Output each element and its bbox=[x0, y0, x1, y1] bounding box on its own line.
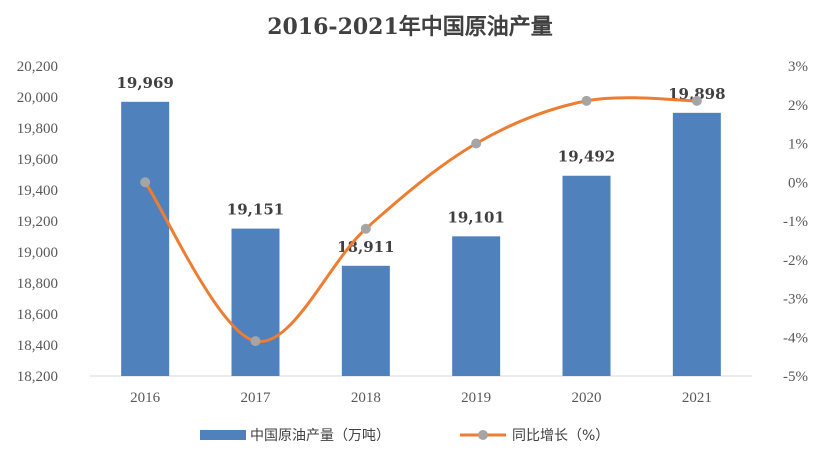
left-tick-label: 18,200 bbox=[17, 369, 58, 385]
right-tick-label: 3% bbox=[788, 59, 808, 75]
legend-label-line: 同比增长（%） bbox=[512, 428, 609, 444]
line-point bbox=[581, 95, 592, 106]
bar-data-label: 19,101 bbox=[447, 208, 504, 226]
legend-label-bar: 中国原油产量（万吨） bbox=[250, 428, 390, 444]
x-axis: 2016 2017 2018 2019 2020 2021 bbox=[130, 390, 712, 406]
line-point bbox=[691, 95, 702, 106]
x-tick-label: 2017 bbox=[241, 390, 272, 406]
bar bbox=[341, 265, 390, 376]
bar-data-label: 19,969 bbox=[116, 74, 173, 92]
line-series bbox=[140, 95, 702, 347]
legend-swatch-bar bbox=[200, 430, 246, 440]
left-tick-label: 19,600 bbox=[17, 152, 58, 168]
bar bbox=[452, 236, 501, 376]
right-tick-label: -1% bbox=[783, 214, 808, 230]
line-point bbox=[471, 138, 482, 149]
bar-data-label: 19,492 bbox=[558, 148, 615, 166]
bar-data-label: 19,898 bbox=[668, 85, 725, 103]
left-tick-label: 18,800 bbox=[17, 276, 58, 292]
left-tick-label: 18,400 bbox=[17, 338, 58, 354]
bar bbox=[121, 101, 170, 377]
right-tick-label: 1% bbox=[788, 137, 808, 153]
legend: 中国原油产量（万吨） 同比增长（%） bbox=[200, 428, 609, 444]
left-tick-label: 18,600 bbox=[17, 307, 58, 323]
left-tick-label: 20,200 bbox=[17, 59, 58, 75]
right-tick-label: 2% bbox=[788, 98, 808, 114]
left-tick-label: 19,400 bbox=[17, 183, 58, 199]
line-point bbox=[140, 177, 151, 188]
x-tick-label: 2018 bbox=[351, 390, 381, 406]
line-point bbox=[360, 223, 371, 234]
right-y-axis: 3% 2% 1% 0% -1% -2% -3% -4% -5% bbox=[783, 59, 808, 385]
x-tick-label: 2016 bbox=[130, 390, 161, 406]
right-tick-label: -2% bbox=[783, 253, 808, 269]
right-tick-label: -4% bbox=[783, 330, 808, 346]
x-tick-label: 2020 bbox=[572, 390, 602, 406]
bar bbox=[231, 228, 280, 376]
chart-title: 2016-2021年中国原油产量 bbox=[267, 14, 553, 40]
growth-line bbox=[143, 96, 697, 343]
right-tick-label: 0% bbox=[788, 175, 808, 191]
x-tick-label: 2021 bbox=[682, 390, 712, 406]
bar-series bbox=[121, 101, 721, 377]
legend-swatch-marker bbox=[478, 430, 488, 440]
right-tick-label: -5% bbox=[783, 369, 808, 385]
right-tick-label: -3% bbox=[783, 292, 808, 308]
left-tick-label: 20,000 bbox=[17, 90, 58, 106]
left-tick-label: 19,800 bbox=[17, 121, 58, 137]
left-tick-label: 19,000 bbox=[17, 245, 58, 261]
bar bbox=[672, 112, 721, 376]
left-y-axis: 20,200 20,000 19,800 19,600 19,400 19,200 19,0… bbox=[17, 59, 58, 385]
left-tick-label: 19,200 bbox=[17, 214, 58, 230]
bar-data-label: 19,151 bbox=[227, 201, 284, 219]
x-tick-label: 2019 bbox=[461, 390, 491, 406]
bar bbox=[562, 175, 611, 376]
line-point bbox=[250, 336, 261, 347]
